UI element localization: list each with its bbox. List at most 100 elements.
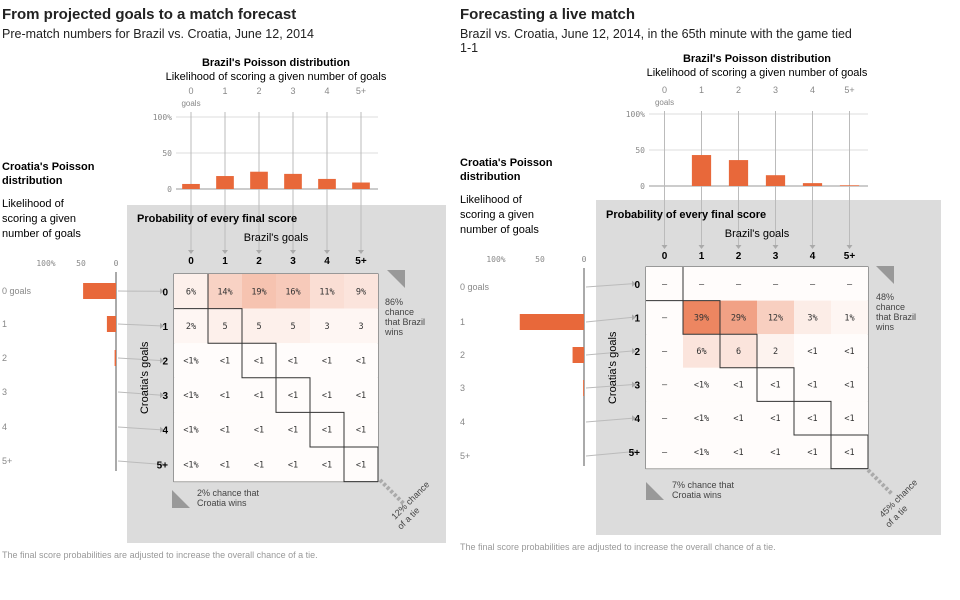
score-cell (831, 267, 868, 301)
brazil-connector-arrow (358, 250, 364, 254)
brazil-y-tick-label: 0 (167, 185, 172, 194)
croatia-connector-line (585, 384, 633, 389)
score-cell (646, 435, 683, 469)
score-cell (174, 377, 208, 413)
croatia-connector-line (117, 323, 161, 327)
score-cell (242, 412, 276, 447)
score-cell-label: <1% (694, 448, 709, 458)
brazil-bar (691, 155, 712, 186)
score-cell-label: <1 (807, 448, 817, 458)
brazil-win-annotation: that Brazil (385, 317, 425, 327)
croatia-connector-line (585, 417, 633, 423)
brazil-category-sublabel: goals (181, 99, 200, 108)
score-cell-label: – (847, 280, 853, 290)
brazil-connector-arrow (324, 250, 330, 254)
score-cell (683, 300, 720, 335)
score-cell-label: <1 (844, 347, 854, 357)
brazil-goals-column-label: 2 (256, 256, 262, 267)
brazil-category-label: 5+ (844, 85, 854, 95)
score-cell (720, 300, 757, 335)
live-match-panel: Forecasting a live match Brazil vs. Croa… (458, 0, 960, 600)
croatia-goals-row-label: 3 (634, 381, 640, 392)
croatia-bar (572, 347, 584, 363)
score-cell (276, 377, 310, 413)
brazil-goals-column-label: 0 (188, 256, 194, 267)
score-cell-label: <1 (322, 357, 332, 367)
croatia-goals-axis-label: Croatia's goals (139, 341, 151, 414)
croatia-goals-row-label: 3 (162, 391, 168, 402)
score-cell-label: <1 (220, 357, 230, 367)
croatia-x-tick-label: 100% (36, 259, 55, 268)
brazil-win-marker (387, 270, 405, 288)
score-cell-label: 5 (256, 322, 261, 332)
brazil-y-tick-label: 100% (153, 113, 172, 122)
croatia-goals-row-label: 5+ (629, 448, 641, 459)
score-cell (208, 343, 242, 378)
score-cell-label: <1% (694, 381, 709, 391)
croatia-connector-arrow (632, 381, 636, 388)
score-cell-label: – (662, 414, 668, 424)
croatia-connector-arrow (160, 288, 164, 295)
croatia-connector-arrow (632, 280, 636, 287)
brazil-bar (318, 178, 336, 189)
score-cell-label: 11% (319, 287, 334, 297)
score-cell (720, 367, 757, 402)
score-cell-label: <1 (220, 426, 230, 436)
score-cell (646, 401, 683, 435)
croatia-goals-row-label: 4 (634, 414, 640, 425)
score-cell (757, 267, 794, 301)
croatia-goals-axis-label: Croatia's goals (607, 331, 619, 404)
score-cell (757, 435, 794, 469)
score-cell (174, 308, 208, 344)
score-cell-label: – (810, 280, 816, 290)
croatia-connector-line (585, 451, 633, 457)
score-cell-label: <1% (183, 460, 198, 470)
croatia-distribution-subtitle: scoring a given (460, 209, 534, 221)
score-cell-label: – (699, 280, 705, 290)
brazil-distribution-title: Brazil's Poisson distribution (683, 53, 831, 65)
score-cell-label: <1 (733, 414, 743, 424)
score-cell-label: <1 (288, 357, 298, 367)
score-cell-label: <1 (356, 391, 366, 401)
croatia-goals-row-label: 0 (634, 280, 640, 291)
panel-subtitle: Pre-match numbers for Brazil vs. Croatia… (2, 27, 314, 41)
croatia-x-tick-label: 0 (582, 255, 587, 264)
score-cell (757, 401, 794, 435)
score-cell-label: 14% (217, 287, 232, 297)
score-cell (646, 367, 683, 402)
croatia-distribution-title: Croatia's Poisson (2, 161, 95, 173)
brazil-connector-arrow (772, 245, 779, 249)
score-cell-label: <1 (733, 381, 743, 391)
brazil-goals-column-label: 4 (810, 251, 816, 262)
score-cell-label: – (662, 381, 668, 391)
score-cell-label: <1 (844, 448, 854, 458)
score-cell (208, 274, 242, 309)
score-cell (757, 300, 794, 335)
brazil-goals-column-label: 3 (773, 251, 779, 262)
croatia-win-marker (172, 490, 190, 508)
panel-subtitle: Brazil vs. Croatia, June 12, 2014, in th… (460, 27, 852, 55)
score-cell-label: <1 (807, 381, 817, 391)
score-cell-label: 5 (222, 322, 227, 332)
croatia-goals-row-label: 2 (634, 347, 640, 358)
brazil-goals-axis-label: Brazil's goals (725, 228, 790, 240)
croatia-bar (106, 316, 116, 332)
score-cell (310, 343, 344, 378)
score-cell-label: <1 (288, 460, 298, 470)
brazil-win-annotation: wins (384, 327, 404, 337)
score-cell (276, 343, 310, 378)
croatia-distribution-subtitle: Likelihood of (2, 198, 65, 210)
brazil-win-boundary (207, 274, 379, 482)
croatia-category-label: 0 goals (2, 286, 32, 296)
croatia-distribution-title: distribution (460, 171, 521, 183)
score-cell (683, 401, 720, 435)
score-cell-label: <1 (844, 414, 854, 424)
brazil-category-label: 5+ (356, 86, 366, 96)
score-cell-label: <1% (183, 391, 198, 401)
score-cell (310, 412, 344, 447)
croatia-connector-arrow (632, 448, 636, 455)
croatia-category-label: 2 (2, 353, 7, 363)
croatia-category-label: 0 goals (460, 282, 490, 292)
brazil-bar (250, 171, 268, 189)
croatia-connector-line (585, 283, 633, 288)
